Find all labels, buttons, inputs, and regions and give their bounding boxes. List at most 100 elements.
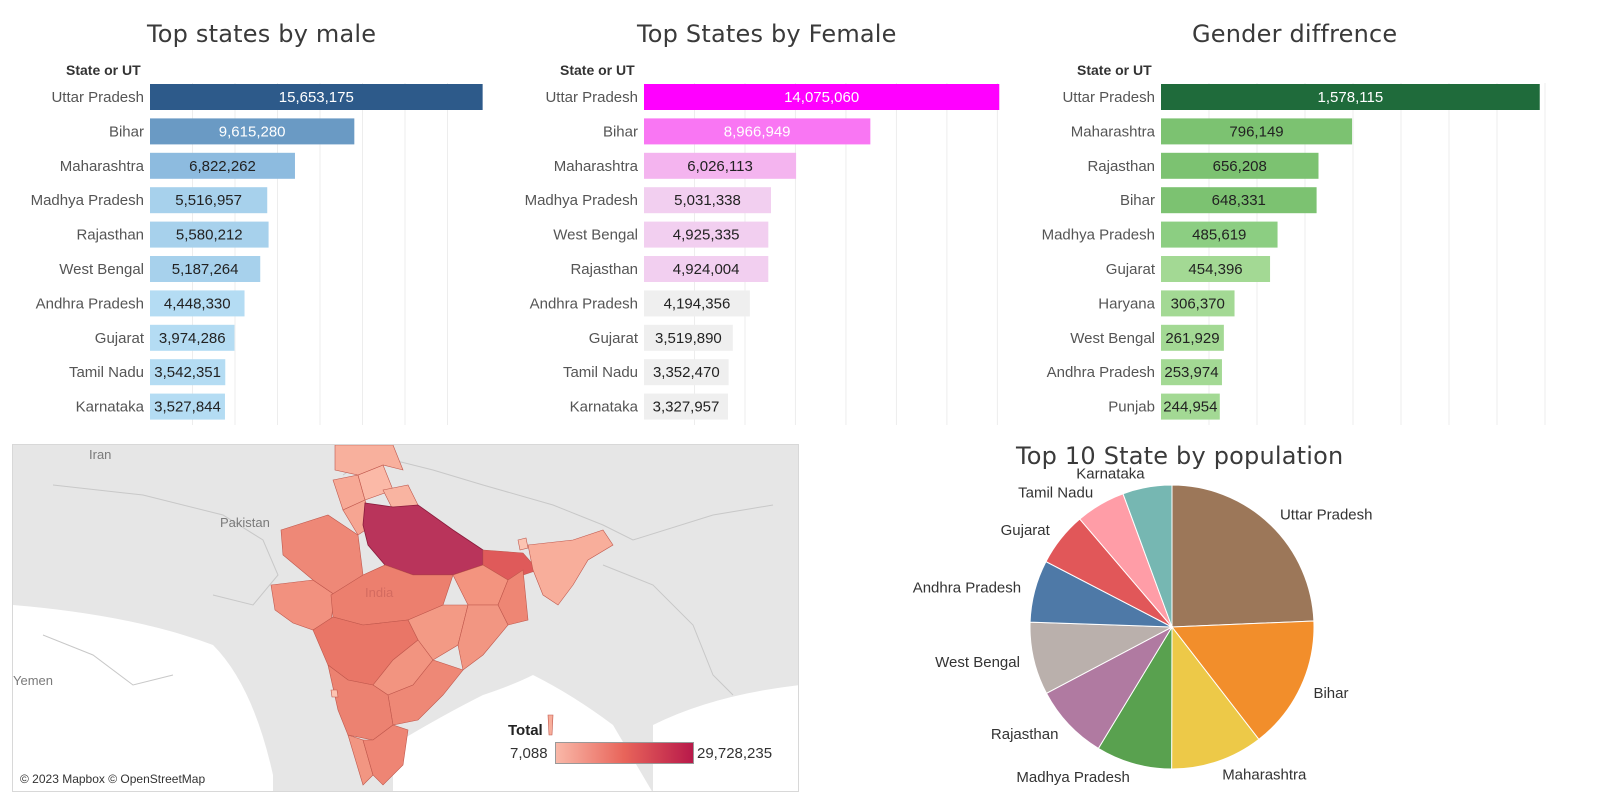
- bar-west-bengal[interactable]: [644, 221, 769, 248]
- value-label: 454,396: [1188, 261, 1242, 278]
- pie-label: Gujarat: [1001, 522, 1051, 539]
- category-label: Punjab: [1108, 399, 1155, 416]
- category-label: Andhra Pradesh: [1047, 364, 1155, 381]
- map-attribution[interactable]: © 2023 Mapbox © OpenStreetMap: [20, 772, 206, 786]
- bar-madhya-pradesh[interactable]: [150, 187, 268, 214]
- state-jammu-kashmir[interactable]: [334, 445, 404, 476]
- state-andaman-nicobar[interactable]: [547, 714, 554, 736]
- legend-color-scale: [555, 742, 694, 764]
- bar-west-bengal[interactable]: [1161, 324, 1224, 351]
- map-label-yemen: Yemen: [13, 673, 53, 688]
- legend-min: 7,088: [510, 745, 548, 762]
- value-label: 244,954: [1163, 399, 1217, 416]
- state-sikkim[interactable]: [517, 537, 529, 551]
- value-label: 648,331: [1212, 192, 1266, 209]
- bar-rajasthan[interactable]: [1161, 152, 1319, 179]
- value-label: 485,619: [1192, 227, 1246, 244]
- pie-slice-karnataka[interactable]: [1122, 484, 1173, 628]
- bar-gujarat[interactable]: [1161, 256, 1271, 282]
- category-label: Karnataka: [76, 399, 145, 416]
- value-label: 4,448,330: [164, 295, 231, 312]
- map-label-pakistan: Pakistan: [220, 515, 270, 530]
- bar-madhya-pradesh[interactable]: [1161, 221, 1278, 248]
- bar-maharashtra[interactable]: [644, 152, 797, 179]
- bar-bihar[interactable]: [150, 118, 355, 145]
- bar-tamil-nadu[interactable]: [150, 359, 226, 386]
- bar-andhra-pradesh[interactable]: [644, 290, 750, 317]
- value-label: 3,352,470: [653, 364, 720, 381]
- bar-andhra-pradesh[interactable]: [150, 290, 245, 317]
- pie-slice-bihar[interactable]: [1171, 620, 1315, 741]
- value-label: 3,527,844: [154, 399, 221, 416]
- state-tamil-nadu[interactable]: [362, 724, 409, 786]
- bar-uttar-pradesh[interactable]: [150, 84, 483, 110]
- bar-uttar-pradesh[interactable]: [644, 84, 1000, 110]
- chart-title: Top States by Female: [637, 20, 897, 48]
- category-label: West Bengal: [1070, 330, 1155, 347]
- category-label: Maharashtra: [60, 158, 145, 175]
- bar-karnataka[interactable]: [150, 393, 225, 420]
- bar-gujarat[interactable]: [150, 324, 235, 351]
- bar-gujarat[interactable]: [644, 324, 733, 351]
- pie-label: Andhra Pradesh: [913, 579, 1021, 596]
- category-label: Madhya Pradesh: [525, 192, 638, 209]
- bar-punjab[interactable]: [1161, 393, 1220, 420]
- bar-bihar[interactable]: [644, 118, 871, 145]
- state-west-bengal[interactable]: [497, 569, 529, 626]
- map-label-india: India: [365, 585, 394, 600]
- axis-header: State or UT: [1077, 62, 1152, 78]
- bar-tamil-nadu[interactable]: [644, 359, 729, 386]
- value-label: 5,031,338: [674, 192, 741, 209]
- category-label: Bihar: [1120, 192, 1155, 209]
- value-label: 4,924,004: [673, 261, 740, 278]
- state-goa[interactable]: [330, 689, 339, 698]
- value-label: 5,516,957: [175, 192, 242, 209]
- pie-slice-maharashtra[interactable]: [1171, 625, 1260, 770]
- bar-maharashtra[interactable]: [1161, 118, 1353, 145]
- population-pie-panel: Top 10 State by population Uttar Pradesh…: [900, 430, 1600, 800]
- pie-label: West Bengal: [935, 654, 1020, 671]
- bar-west-bengal[interactable]: [150, 256, 261, 282]
- category-label: Rajasthan: [1087, 158, 1155, 175]
- category-label: Uttar Pradesh: [51, 89, 144, 106]
- value-label: 306,370: [1171, 295, 1225, 312]
- value-label: 3,519,890: [655, 330, 722, 347]
- state-uttar-pradesh[interactable]: [362, 502, 484, 576]
- value-label: 6,822,262: [189, 158, 256, 175]
- pie-slice-uttar-pradesh[interactable]: [1171, 484, 1315, 628]
- bar-maharashtra[interactable]: [150, 152, 295, 179]
- category-label: Bihar: [603, 123, 638, 140]
- value-label: 5,187,264: [172, 261, 239, 278]
- value-label: 3,327,957: [653, 399, 720, 416]
- bar-bihar[interactable]: [1161, 187, 1317, 214]
- axis-header: State or UT: [66, 62, 141, 78]
- bar-rajasthan[interactable]: [644, 256, 769, 282]
- pie-label: Madhya Pradesh: [1016, 769, 1129, 786]
- category-label: Andhra Pradesh: [530, 295, 638, 312]
- bar-karnataka[interactable]: [644, 393, 729, 420]
- pie-label: Uttar Pradesh: [1280, 506, 1373, 523]
- value-label: 5,580,212: [176, 227, 243, 244]
- value-label: 3,542,351: [154, 364, 221, 381]
- category-label: Andhra Pradesh: [36, 295, 144, 312]
- india-map[interactable]: Iran Pakistan India Yemen © 2023 Mapbox …: [12, 444, 799, 792]
- category-label: Uttar Pradesh: [545, 89, 638, 106]
- bar-haryana[interactable]: [1161, 290, 1235, 317]
- category-label: Maharashtra: [554, 158, 639, 175]
- axis-header: State or UT: [560, 62, 635, 78]
- category-label: Maharashtra: [1071, 123, 1156, 140]
- state-andhra-pradesh[interactable]: [387, 659, 464, 726]
- bar-andhra-pradesh[interactable]: [1161, 359, 1222, 386]
- map-label-iran: Iran: [89, 447, 112, 462]
- bar-madhya-pradesh[interactable]: [644, 187, 771, 214]
- value-label: 6,026,113: [687, 158, 753, 175]
- chart-title: Top 10 State by population: [1016, 442, 1344, 470]
- state-northeast[interactable]: [527, 529, 614, 606]
- pie-label: Rajasthan: [991, 726, 1059, 743]
- legend-max: 29,728,235: [697, 745, 773, 762]
- bar-uttar-pradesh[interactable]: [1161, 84, 1540, 110]
- value-label: 656,208: [1213, 158, 1267, 175]
- gender-difference-panel: Gender diffrence State or UT Uttar Prade…: [1020, 0, 1600, 430]
- state-odisha[interactable]: [457, 604, 509, 671]
- bar-rajasthan[interactable]: [150, 221, 269, 248]
